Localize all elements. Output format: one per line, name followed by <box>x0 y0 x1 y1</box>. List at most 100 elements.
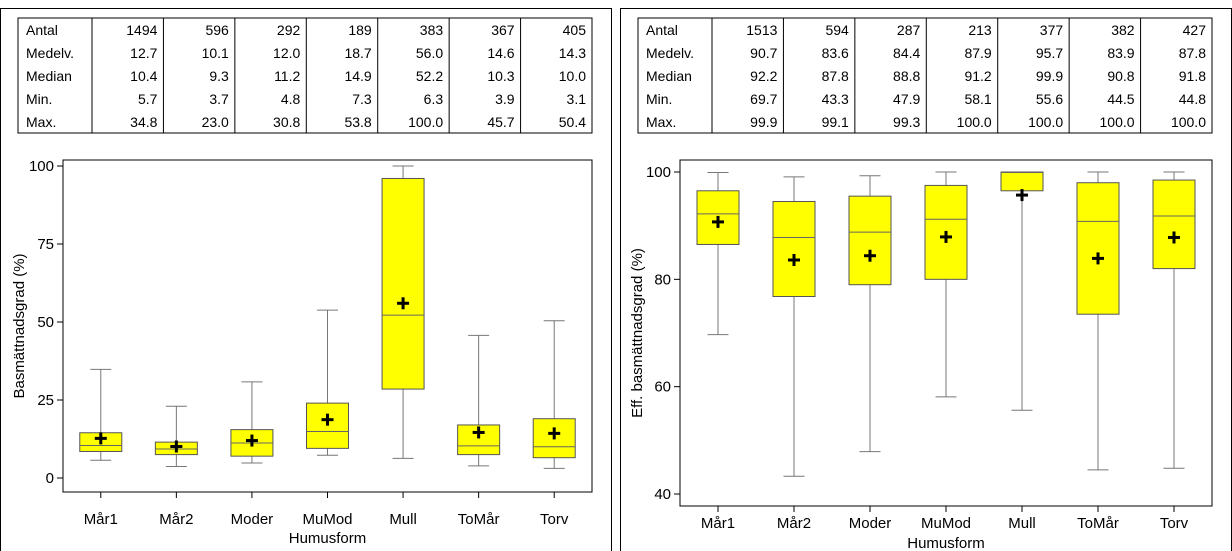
stats-cell: 52.2 <box>416 68 443 84</box>
stats-cell: 12.0 <box>273 45 300 61</box>
box-ToMår <box>1076 171 1120 471</box>
box-Torv <box>532 320 576 469</box>
x-tick-label: Moder <box>849 515 892 532</box>
stats-row-label: Median <box>646 68 692 84</box>
x-tick-label: ToMår <box>1077 515 1119 532</box>
stats-cell: 92.2 <box>750 68 777 84</box>
stats-cell: 7.3 <box>352 91 372 107</box>
stats-cell: 95.7 <box>1036 45 1063 61</box>
x-tick-label: Mår1 <box>701 515 735 532</box>
stats-cell: 189 <box>348 22 372 38</box>
box-Moder <box>848 175 892 453</box>
iqr-box <box>381 177 425 390</box>
y-axis-title: Basmättnadsgrad (%) <box>11 253 28 398</box>
stats-cell: 10.4 <box>130 68 157 84</box>
stats-cell: 3.1 <box>567 91 587 107</box>
stats-cell: 405 <box>563 22 587 38</box>
box-Mår1 <box>79 368 123 461</box>
x-tick-label: Torv <box>540 511 569 528</box>
stats-cell: 44.5 <box>1107 91 1134 107</box>
stats-cell: 1494 <box>126 22 157 38</box>
stats-cell: 100.0 <box>1100 114 1135 130</box>
stats-cell: 11.2 <box>274 68 300 84</box>
y-tick-label: 40 <box>654 486 671 503</box>
stats-cell: 3.7 <box>209 91 229 107</box>
panel-border-top <box>620 8 1232 9</box>
iqr-box <box>1000 171 1044 192</box>
stats-cell: 1513 <box>746 22 777 38</box>
x-tick-label: Torv <box>1160 515 1189 532</box>
y-tick-label: 60 <box>654 379 671 396</box>
stats-cell: 47.9 <box>893 91 920 107</box>
stats-cell: 23.0 <box>202 114 229 130</box>
stats-cell: 69.7 <box>750 91 777 107</box>
panel-border-right <box>611 8 612 551</box>
stats-cell: 12.7 <box>130 45 157 61</box>
stats-row-label: Max. <box>26 114 56 130</box>
basmattnadsgrad-chart: Antal 1494 596 292 189 383 367 405 Medelv. 12.7 10… <box>11 17 593 547</box>
stats-cell: 99.1 <box>822 114 849 130</box>
x-tick-label: Mår1 <box>84 511 118 528</box>
stats-cell: 44.8 <box>1179 91 1206 107</box>
stats-cell: 100.0 <box>1028 114 1063 130</box>
stats-cell: 5.7 <box>138 91 158 107</box>
stats-cell: 596 <box>205 22 229 38</box>
stats-cell: 10.0 <box>559 68 586 84</box>
box-Mull <box>381 165 425 459</box>
stats-cell: 3.9 <box>495 91 515 107</box>
x-axis-title: Humusform <box>907 535 985 551</box>
x-tick-label: Mår2 <box>159 511 193 528</box>
stats-cell: 90.8 <box>1107 68 1134 84</box>
stats-cell: 10.1 <box>202 45 229 61</box>
stats-cell: 45.7 <box>487 114 514 130</box>
stats-cell: 91.8 <box>1179 68 1206 84</box>
stats-cell: 56.0 <box>416 45 443 61</box>
left-panel: Antal 1494 596 292 189 383 367 405 Medelv. 12.7 10… <box>0 8 612 551</box>
x-tick-label: MuMod <box>921 515 971 532</box>
stats-table-border <box>17 17 593 134</box>
stats-cell: 43.3 <box>822 91 849 107</box>
stats-cell: 100.0 <box>957 114 992 130</box>
iqr-box <box>1152 179 1196 270</box>
x-tick-label: Moder <box>231 511 274 528</box>
x-axis-title: Humusform <box>289 530 367 547</box>
stats-cell: 55.6 <box>1036 91 1063 107</box>
stats-cell: 88.8 <box>893 68 920 84</box>
box-Moder <box>230 381 274 464</box>
box-ToMår <box>457 334 501 467</box>
stats-cell: 427 <box>1183 22 1207 38</box>
y-tick-label: 80 <box>654 271 671 288</box>
stats-cell: 10.3 <box>487 68 514 84</box>
stats-cell: 382 <box>1111 22 1135 38</box>
iqr-box <box>1076 182 1120 315</box>
x-tick-label: Mull <box>1008 515 1036 532</box>
stats-row-label: Min. <box>646 91 672 107</box>
stats-cell: 99.9 <box>1036 68 1063 84</box>
stats-cell: 383 <box>420 22 444 38</box>
stats-cell: 84.4 <box>893 45 920 61</box>
y-tick-label: 0 <box>46 470 54 487</box>
stats-cell: 90.7 <box>750 45 777 61</box>
x-tick-label: MuMod <box>302 511 352 528</box>
y-axis-title: Eff. basmättnadsgrad (%) <box>629 248 646 418</box>
stats-cell: 99.3 <box>893 114 920 130</box>
stats-row-label: Median <box>26 68 72 84</box>
stats-cell: 87.9 <box>964 45 991 61</box>
stats-row-label: Min. <box>26 91 52 107</box>
stats-cell: 18.7 <box>344 45 371 61</box>
panel-border-left <box>0 8 1 551</box>
stats-cell: 287 <box>897 22 921 38</box>
stats-cell: 58.1 <box>964 91 991 107</box>
stats-cell: 34.8 <box>130 114 157 130</box>
y-tick-label: 75 <box>37 236 54 253</box>
stats-cell: 100.0 <box>1171 114 1206 130</box>
stats-cell: 4.8 <box>281 91 301 107</box>
stats-cell: 14.3 <box>559 45 586 61</box>
iqr-box <box>772 201 816 298</box>
stats-cell: 100.0 <box>408 114 443 130</box>
stats-cell: 14.6 <box>487 45 514 61</box>
stats-row-label: Medelv. <box>26 45 74 61</box>
iqr-box <box>848 195 892 286</box>
right-panel: Antal 1513 594 287 213 377 382 427 Medelv. 90.7 83… <box>620 8 1232 551</box>
stats-cell: 53.8 <box>344 114 371 130</box>
